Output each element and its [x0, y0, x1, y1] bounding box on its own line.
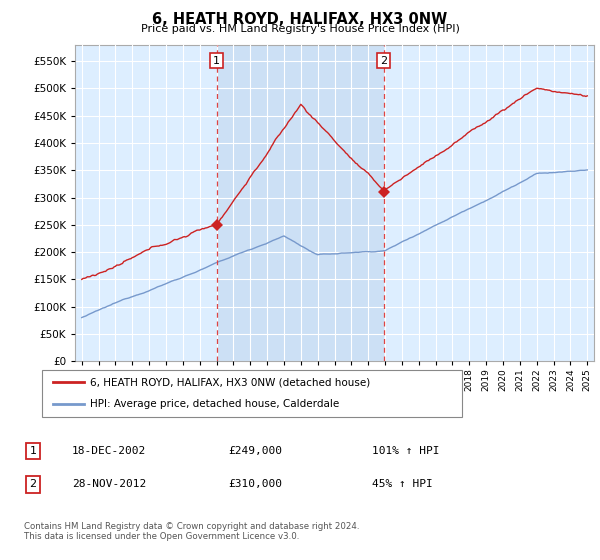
Text: 101% ↑ HPI: 101% ↑ HPI [372, 446, 439, 456]
Text: 6, HEATH ROYD, HALIFAX, HX3 0NW (detached house): 6, HEATH ROYD, HALIFAX, HX3 0NW (detache… [91, 377, 371, 388]
Text: 28-NOV-2012: 28-NOV-2012 [72, 479, 146, 489]
Text: 6, HEATH ROYD, HALIFAX, HX3 0NW: 6, HEATH ROYD, HALIFAX, HX3 0NW [152, 12, 448, 27]
Bar [217, 45, 384, 361]
Text: £249,000: £249,000 [228, 446, 282, 456]
Text: 1: 1 [213, 55, 220, 66]
Text: 2: 2 [29, 479, 37, 489]
Text: Price paid vs. HM Land Registry's House Price Index (HPI): Price paid vs. HM Land Registry's House … [140, 24, 460, 34]
Text: 1: 1 [29, 446, 37, 456]
Text: £310,000: £310,000 [228, 479, 282, 489]
Text: 2: 2 [380, 55, 387, 66]
Text: Contains HM Land Registry data © Crown copyright and database right 2024.
This d: Contains HM Land Registry data © Crown c… [24, 522, 359, 542]
Text: HPI: Average price, detached house, Calderdale: HPI: Average price, detached house, Cald… [91, 399, 340, 409]
Text: 18-DEC-2002: 18-DEC-2002 [72, 446, 146, 456]
Text: 45% ↑ HPI: 45% ↑ HPI [372, 479, 433, 489]
